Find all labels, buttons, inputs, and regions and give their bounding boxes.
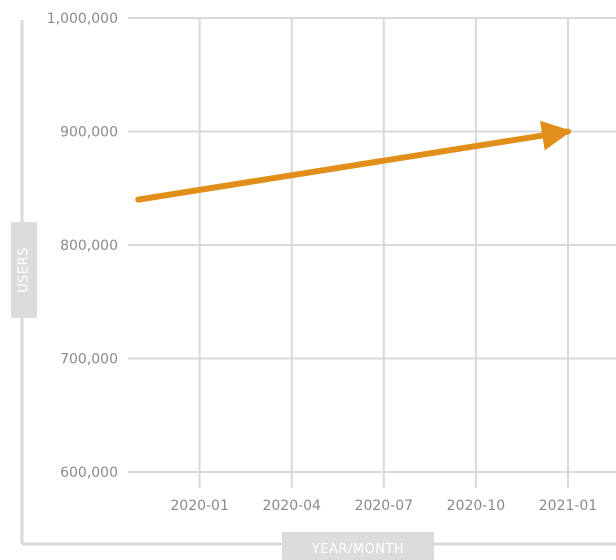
- y-tick-label: 700,000: [60, 352, 118, 368]
- y-tick-label: 900,000: [60, 125, 118, 141]
- x-tick-label: 2021-01: [539, 498, 598, 514]
- x-tick-label: 2020-04: [262, 498, 321, 514]
- y-axis-ticks: 600,000 700,000 800,000 900,000 1,000,000: [47, 11, 118, 481]
- x-axis-title-bg: [282, 532, 434, 560]
- x-axis-ticks: 2020-01 2020-04 2020-07 2020-10 2021-01: [170, 498, 597, 514]
- y-axis-title-bg: [11, 222, 37, 318]
- x-tick-label: 2020-01: [170, 498, 229, 514]
- series-line-users: [135, 120, 572, 203]
- x-tick-label: 2020-10: [447, 498, 506, 514]
- y-axis-title-text: USERS: [17, 247, 32, 293]
- y-tick-label: 1,000,000: [47, 11, 118, 27]
- y-tick-label: 600,000: [60, 465, 118, 481]
- x-axis-title-text: YEAR/MONTH: [311, 542, 404, 557]
- y-axis-title: USERS: [11, 222, 37, 318]
- x-tick-label: 2020-07: [355, 498, 414, 514]
- x-axis-title: YEAR/MONTH: [282, 532, 434, 560]
- y-tick-label: 800,000: [60, 238, 118, 254]
- series-layer: [135, 120, 572, 203]
- grid: [128, 17, 616, 488]
